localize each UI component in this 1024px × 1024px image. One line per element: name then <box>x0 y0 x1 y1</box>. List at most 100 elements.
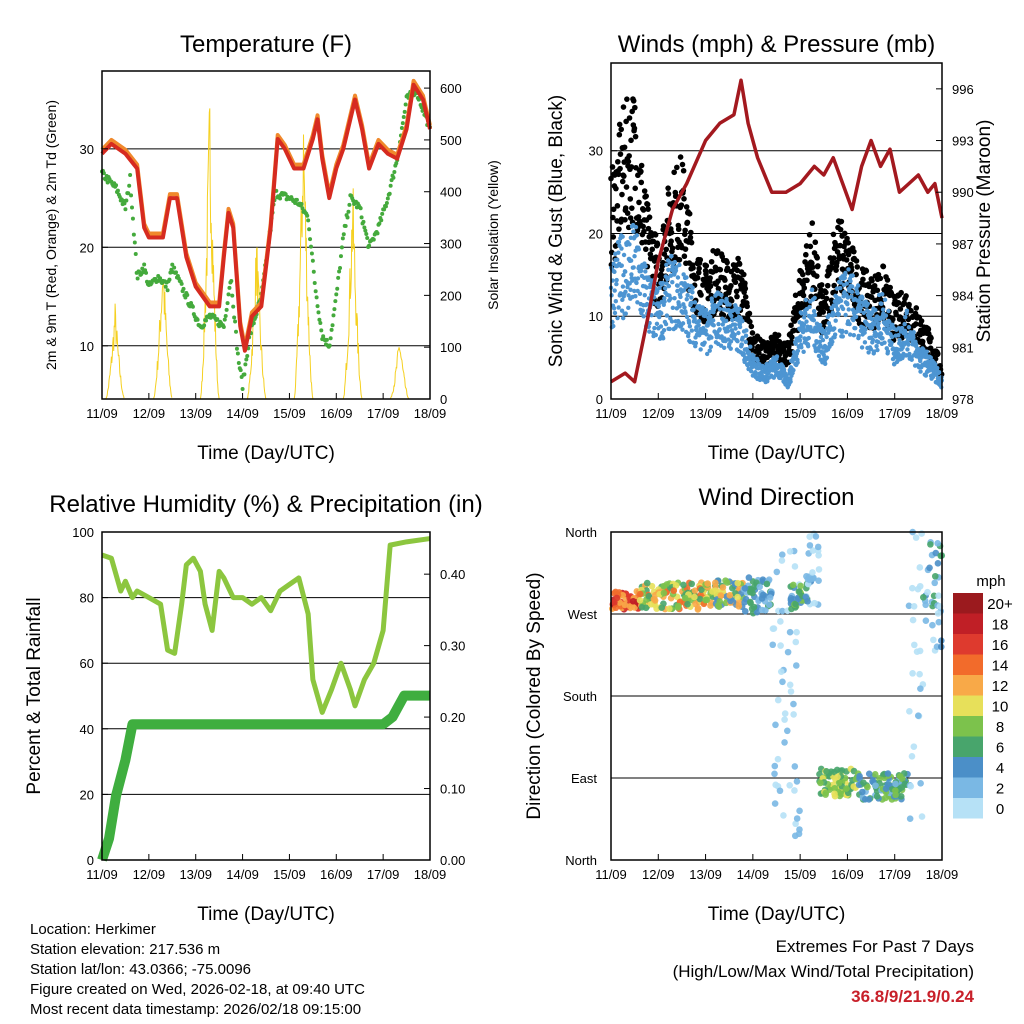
wind-point <box>628 287 633 292</box>
gust-point <box>652 232 659 238</box>
direction-point <box>790 700 797 708</box>
dewpoint-point <box>221 325 226 330</box>
wind-point <box>735 339 740 344</box>
direction-point <box>636 590 644 598</box>
wind-point <box>620 284 626 289</box>
x-tick-label: 18/09 <box>414 867 447 882</box>
direction-point <box>781 710 789 717</box>
wind-point <box>693 340 699 346</box>
wind-point <box>616 250 621 255</box>
direction-point <box>906 708 913 715</box>
gust-point <box>675 226 682 233</box>
wind-point <box>889 334 895 339</box>
direction-point <box>814 543 822 551</box>
wind-point <box>830 339 835 345</box>
wind-point <box>883 313 889 318</box>
gust-point <box>638 179 645 186</box>
dewpoint-point <box>278 196 283 201</box>
direction-point <box>892 791 899 799</box>
x-tick-label: 18/09 <box>926 406 959 421</box>
gust-point <box>669 245 676 251</box>
gust-point <box>641 188 648 194</box>
wind-point <box>727 302 732 307</box>
wind-point <box>675 288 680 294</box>
gust-point <box>690 265 696 271</box>
direction-point <box>817 779 824 787</box>
legend-label: 18 <box>992 617 1009 634</box>
dewpoint-point <box>202 323 207 328</box>
x-tick-label: 12/09 <box>133 867 166 882</box>
gust-point <box>733 288 740 295</box>
gust-point <box>624 96 630 102</box>
direction-point <box>793 778 801 785</box>
dewpoint-point <box>128 173 133 178</box>
wind-point <box>674 323 679 328</box>
wind-point <box>928 355 933 360</box>
gust-point <box>722 277 728 283</box>
x-tick-label: 13/09 <box>689 867 722 882</box>
wind-point <box>684 297 689 302</box>
gust-point <box>622 216 628 223</box>
wind-point <box>876 339 881 345</box>
direction-point <box>770 625 778 632</box>
dewpoint-point <box>242 372 247 377</box>
dewpoint-point <box>313 289 318 294</box>
gust-point <box>626 153 632 159</box>
wind-point <box>635 300 640 305</box>
direction-point <box>660 589 668 597</box>
legend-swatch <box>953 634 983 655</box>
wind-point <box>737 306 742 312</box>
direction-point <box>918 813 926 820</box>
y2-tick-label: 200 <box>440 288 462 303</box>
direction-point <box>873 793 881 800</box>
direction-point <box>790 711 797 718</box>
direction-point <box>937 552 945 560</box>
dewpoint-point <box>321 334 326 339</box>
gust-point <box>742 280 748 286</box>
wind-point <box>933 362 938 367</box>
dewpoint-point <box>341 232 346 237</box>
dewpoint-point <box>126 191 131 196</box>
legend-title: mph <box>976 573 1005 590</box>
direction-point <box>741 585 749 592</box>
y2-tick-label: 981 <box>952 340 974 355</box>
gust-point <box>843 257 850 263</box>
wind-point <box>629 272 634 277</box>
direction-point <box>704 580 711 587</box>
dewpoint-point <box>224 307 229 312</box>
gust-point <box>615 158 621 165</box>
direction-point <box>823 768 830 775</box>
wind-point <box>611 306 617 311</box>
direction-point <box>871 771 879 778</box>
wind-point <box>874 344 879 349</box>
gust-point <box>646 214 653 220</box>
gust-point <box>919 338 926 345</box>
wind-point <box>799 345 804 350</box>
direction-point <box>773 568 781 576</box>
wind-point <box>740 318 745 324</box>
wind-point <box>906 325 912 330</box>
dewpoint-point <box>123 207 128 212</box>
wind-point <box>846 267 851 272</box>
wind-point <box>720 322 725 327</box>
wind-point <box>680 321 686 326</box>
gust-point <box>654 241 661 248</box>
gust-point <box>897 306 904 312</box>
wind-point <box>923 373 929 378</box>
dewpoint-point <box>361 219 366 224</box>
dewpoint-point <box>103 177 108 182</box>
wind-point <box>885 349 891 354</box>
direction-point <box>930 636 937 644</box>
gust-point <box>724 265 731 272</box>
dewpoint-point <box>170 262 175 267</box>
wind-point <box>692 317 697 322</box>
x-tick-label: 18/09 <box>414 406 447 421</box>
direction-point <box>926 564 933 572</box>
gust-point <box>708 258 715 265</box>
gust-point <box>640 223 646 230</box>
direction-point <box>786 681 794 689</box>
direction-point <box>806 542 814 549</box>
gust-point <box>622 205 629 211</box>
dewpoint-point <box>337 269 342 274</box>
direction-point <box>793 662 800 669</box>
